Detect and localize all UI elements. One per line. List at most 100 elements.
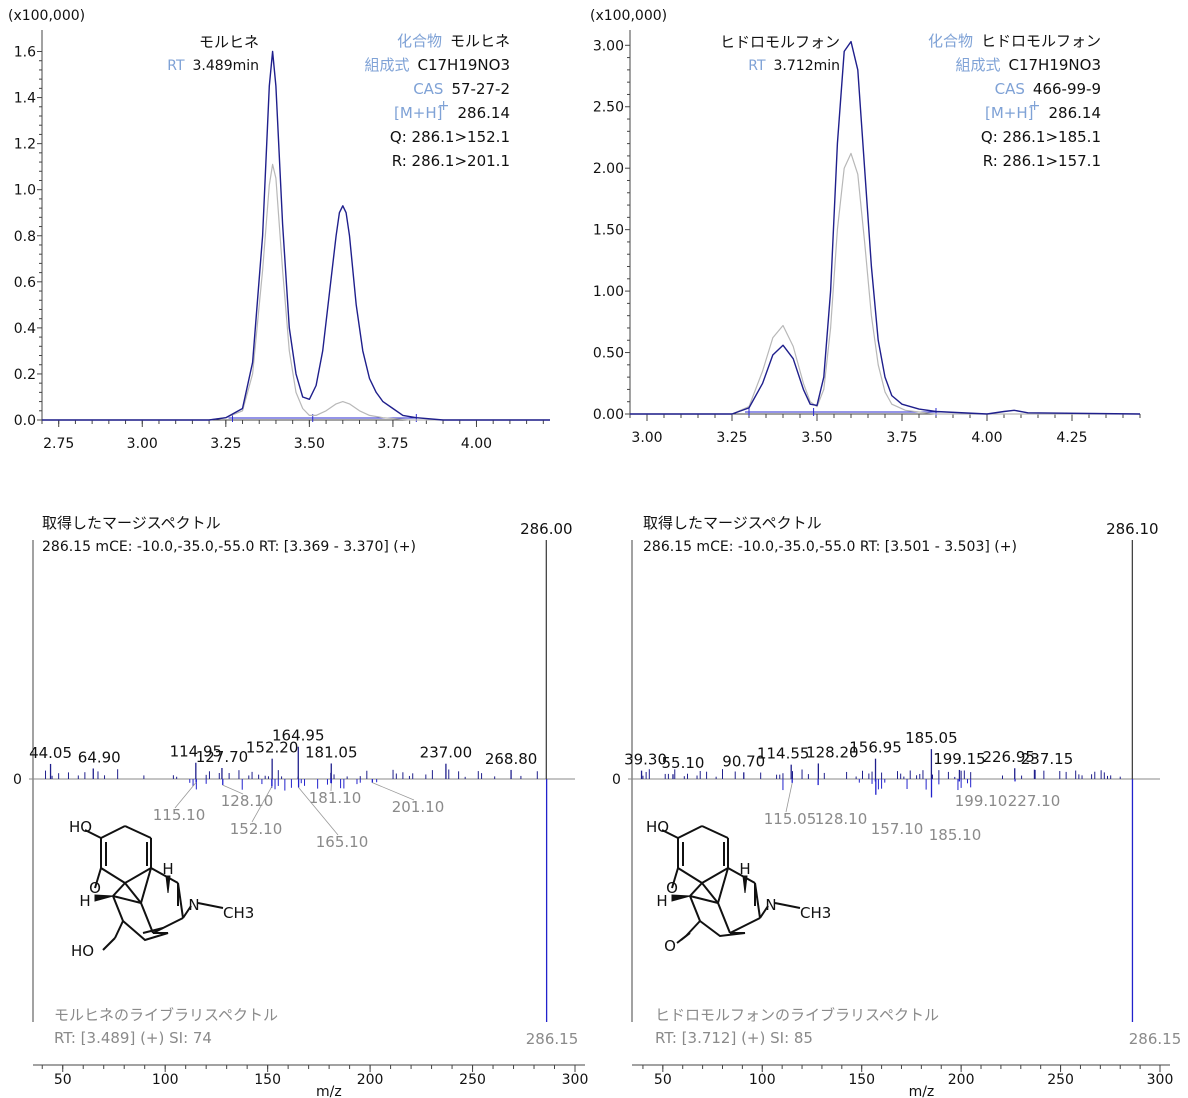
bond: [84, 829, 102, 839]
library-label-leader: [298, 787, 339, 836]
mz-tick-label: 100: [152, 1072, 179, 1088]
acquired-peak-label: 226.95: [982, 748, 1035, 766]
library-peak-label: 286.15: [1129, 1030, 1182, 1048]
acquired-peak-label: 44.05: [29, 744, 72, 762]
mz-tick-label: 200: [948, 1072, 975, 1088]
x-tick-label: 3.25: [210, 436, 241, 452]
acquired-peak-label: 114.55: [757, 745, 810, 763]
y-scale-label: (x100,000): [8, 8, 85, 24]
y-tick-label: 1.2: [14, 137, 36, 153]
info-key: CAS: [413, 80, 443, 98]
info-key: [M+H]: [985, 104, 1034, 122]
acquired-peak-label: 90.70: [722, 752, 765, 770]
acquired-peak-label: 164.95: [272, 727, 325, 745]
info-value: 286.14: [1049, 104, 1102, 122]
atom-carbonyl-oxygen: O: [664, 937, 676, 955]
bond: [124, 825, 152, 839]
acquired-peak-label: 39.30: [624, 751, 667, 769]
mz-tick-label: 300: [1147, 1072, 1174, 1088]
library-label-leader: [372, 782, 415, 801]
quantifier-trace: [42, 50, 550, 421]
info-value: R: 286.1>201.1: [392, 152, 510, 170]
acquired-peak-label: 127.70: [196, 748, 249, 766]
x-tick-label: 3.75: [886, 430, 917, 446]
info-key: 化合物: [397, 32, 442, 50]
x-tick-label: 4.00: [971, 430, 1002, 446]
atom-nitrogen: N: [765, 896, 776, 914]
library-label-leader: [222, 784, 244, 795]
atom-hydrogen: H: [656, 892, 667, 910]
bond: [689, 895, 701, 922]
qualifier-trace: [42, 163, 550, 421]
bond: [677, 825, 703, 839]
library-peak-label: 128.10: [815, 810, 868, 828]
library-peak-label: 157.10: [871, 820, 924, 838]
library-label-leader: [251, 786, 273, 823]
info-value: R: 286.1>157.1: [983, 152, 1101, 170]
y-tick-label: 1.50: [593, 223, 624, 239]
peak-rt-label: RT: [748, 58, 766, 74]
acquired-peak-label: 55.10: [661, 754, 704, 772]
mz-tick-label: 300: [562, 1072, 589, 1088]
x-tick-label: 3.25: [716, 430, 747, 446]
bond: [727, 867, 756, 884]
y-tick-label: 1.00: [593, 284, 624, 300]
zero-label: 0: [13, 772, 22, 788]
info-key: CAS: [995, 80, 1025, 98]
bond: [124, 867, 152, 884]
bond: [701, 882, 719, 904]
x-tick-label: 3.75: [377, 436, 408, 452]
mz-tick-label: 100: [749, 1072, 776, 1088]
y-tick-label: 0.0: [14, 413, 36, 429]
library-title: ヒドロモルフォンのライブラリスペクトル: [655, 1006, 939, 1024]
acquired-peak-label: 156.95: [849, 739, 902, 757]
library-peak-label: 115.05: [764, 810, 817, 828]
atom-oxygen: O: [89, 879, 101, 897]
bond: [112, 882, 126, 897]
acquired-peak-label: 237.00: [420, 744, 473, 762]
y-tick-label: 0.50: [593, 346, 624, 362]
bond: [701, 825, 729, 839]
chromatogram-panel: (x100,000) 0.0 0.2 0.4 0.6 0.8 1.0 1.2 1.4 1.6 2.7…: [8, 8, 550, 452]
spectrum-subtitle: 286.15 mCE: -10.0,-35.0,-55.0 RT: [3.501…: [643, 539, 1017, 555]
y-tick-label: 0.6: [14, 275, 36, 291]
acquired-peak-label: 286.10: [1106, 520, 1159, 538]
library-peak-label: 201.10: [392, 798, 445, 816]
spectrum-title: 取得したマージスペクトル: [42, 514, 221, 532]
bond: [661, 829, 679, 839]
info-value: C17H19NO3: [1009, 56, 1102, 74]
x-tick-label: 3.50: [801, 430, 832, 446]
bond: [197, 902, 224, 909]
spectrum-panel: 取得したマージスペクトル 286.15 mCE: -10.0,-35.0,-55.…: [13, 514, 588, 1098]
info-key: [M+H]: [394, 104, 443, 122]
bond: [671, 867, 679, 889]
library-peak-label: 227.10: [1008, 792, 1061, 810]
library-peak-label: 199.10: [955, 792, 1008, 810]
spectrum-subtitle: 286.15 mCE: -10.0,-35.0,-55.0 RT: [3.369…: [42, 539, 416, 555]
atom-hydrogen: H: [739, 860, 750, 878]
mz-tick-label: 150: [848, 1072, 875, 1088]
x-tick-label: 4.00: [461, 436, 492, 452]
spectrum-title: 取得したマージスペクトル: [643, 514, 822, 532]
acquired-peak-label: 185.05: [905, 729, 958, 747]
x-tick-label: 3.00: [127, 436, 158, 452]
info-value: C17H19NO3: [418, 56, 511, 74]
info-value: 466-99-9: [1033, 80, 1101, 98]
match-info: RT: [3.712] (+) SI: 85: [655, 1029, 813, 1047]
mz-tick-label: 250: [1047, 1072, 1074, 1088]
y-scale-label: (x100,000): [590, 8, 667, 24]
y-tick-label: 0.8: [14, 229, 36, 245]
info-key-superscript: +: [1029, 98, 1041, 114]
spectrum-panel: 取得したマージスペクトル 286.15 mCE: -10.0,-35.0,-55.…: [612, 514, 1181, 1098]
library-label-leader: [174, 782, 197, 809]
atom-hydrogen: H: [162, 860, 173, 878]
peak-rt-value: 3.712min: [774, 58, 840, 74]
acquired-peak-label: 237.15: [1021, 750, 1074, 768]
chromatogram-panel: (x100,000) 0.00 0.50 1.00 1.50 2.00 2.50 3.00 3.…: [590, 8, 1141, 446]
atom-hydroxyl: HO: [71, 942, 94, 960]
bond: [689, 895, 719, 904]
atom-hydrogen: H: [79, 892, 90, 910]
match-info: RT: [3.489] (+) SI: 74: [54, 1029, 212, 1047]
